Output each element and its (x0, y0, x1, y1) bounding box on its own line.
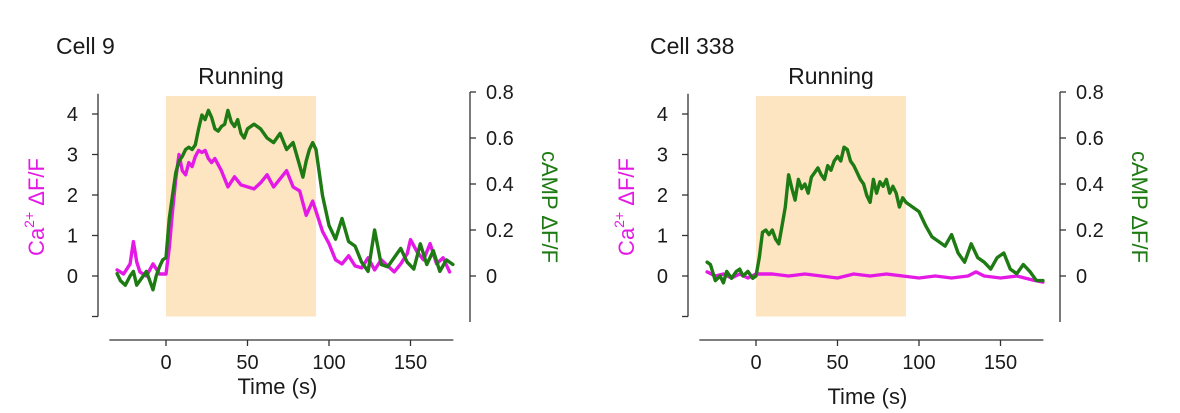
running-band (756, 96, 906, 317)
left-axis-label: Ca2+ ΔF/F (611, 158, 639, 256)
chart-panel-cell-338: Cell 338 Running Time (s) Ca2+ ΔF/F cAMP… (611, 33, 1152, 409)
x-tick-label: 150 (984, 352, 1017, 374)
right-tick-label: 0 (1076, 266, 1087, 288)
running-label: Running (198, 63, 284, 89)
left-tick-label: 1 (67, 226, 78, 248)
right-tick-label: 0.4 (486, 174, 514, 196)
camp-trace (115, 108, 455, 292)
right-tick-label: 0.2 (486, 220, 514, 242)
right-tick-label: 0.4 (1076, 174, 1104, 196)
x-tick-label: 100 (312, 352, 345, 374)
x-tick-label: 0 (160, 352, 171, 374)
left-tick-label: 1 (657, 226, 668, 248)
x-tick-label: 150 (394, 352, 427, 374)
x-tick-label: 50 (236, 352, 258, 374)
right-tick-label: 0.6 (1076, 128, 1104, 150)
left-axis-label: Ca2+ ΔF/F (21, 158, 49, 256)
x-tick-label: 100 (902, 352, 935, 374)
x-tick-label: 50 (826, 352, 848, 374)
x-tick-label: 0 (750, 352, 761, 374)
right-tick-label: 0.2 (1076, 220, 1104, 242)
left-tick-label: 2 (67, 185, 78, 207)
right-tick-label: 0.8 (486, 82, 514, 104)
x-axis-label: Time (s) (827, 384, 907, 409)
camp-trace (705, 145, 1045, 285)
chart-title: Cell 9 (56, 33, 115, 59)
x-axis-label: Time (s) (237, 374, 317, 399)
left-tick-label: 4 (67, 104, 78, 126)
left-tick-label: 0 (657, 266, 668, 288)
running-label: Running (788, 63, 874, 89)
right-tick-label: 0.8 (1076, 82, 1104, 104)
left-tick-label: 3 (67, 145, 78, 167)
right-axis-label: cAMP ΔF/F (1127, 151, 1152, 263)
chart-title: Cell 338 (650, 33, 734, 59)
left-tick-label: 0 (67, 266, 78, 288)
left-tick-label: 4 (657, 104, 668, 126)
right-tick-label: 0 (486, 266, 497, 288)
right-axis-label: cAMP ΔF/F (537, 151, 562, 263)
left-tick-label: 3 (657, 145, 668, 167)
right-tick-label: 0.6 (486, 128, 514, 150)
left-tick-label: 2 (657, 185, 668, 207)
chart-panel-cell-9: Cell 9 Running Time (s) Ca2+ ΔF/F cAMP Δ… (21, 33, 562, 399)
